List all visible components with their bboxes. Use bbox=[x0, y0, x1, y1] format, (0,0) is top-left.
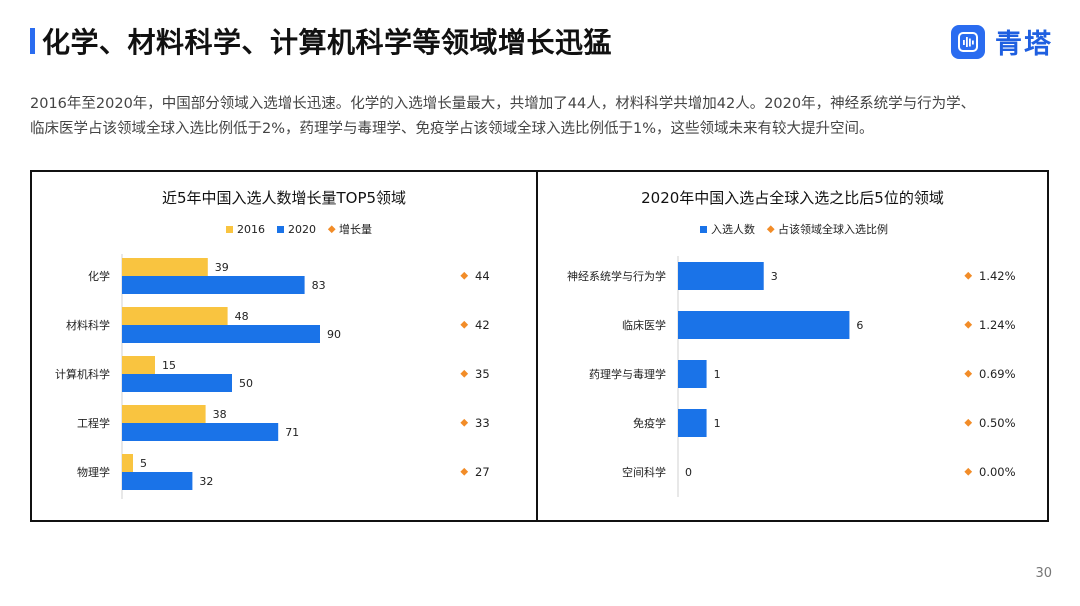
growth-marker bbox=[460, 369, 469, 378]
category-label: 物理学 bbox=[77, 465, 110, 479]
legend-count-swatch bbox=[700, 226, 707, 233]
bar-count bbox=[678, 311, 850, 339]
bar-2016 bbox=[122, 258, 208, 276]
ratio-marker bbox=[964, 418, 973, 427]
brand-name: 青塔 bbox=[995, 29, 1053, 60]
bar-value-count: 1 bbox=[714, 417, 721, 430]
legend-growth-label: 增长量 bbox=[339, 222, 372, 236]
legend-2016-label: 2016 bbox=[237, 223, 265, 236]
ratio-value: 1.42% bbox=[979, 269, 1016, 283]
bar-2016 bbox=[122, 356, 155, 374]
page-title: 化学、材料科学、计算机科学等领域增长迅猛 bbox=[42, 26, 613, 59]
ratio-value: 0.69% bbox=[979, 367, 1016, 381]
bar-value-count: 3 bbox=[771, 270, 778, 283]
growth-marker bbox=[460, 320, 469, 329]
category-label: 计算机科学 bbox=[55, 367, 110, 381]
growth-marker bbox=[460, 467, 469, 476]
bar-value-2016: 5 bbox=[140, 457, 147, 470]
chart-panel-growth-top5: 近5年中国入选人数增长量TOP5领域 2016 2020 增长量化学 39 83 44 材料科… bbox=[30, 170, 538, 522]
ratio-marker bbox=[964, 467, 973, 476]
bar-value-2020: 83 bbox=[312, 279, 326, 292]
legend-2020-swatch bbox=[277, 226, 284, 233]
bar-value-2020: 50 bbox=[239, 377, 253, 390]
legend-ratio-label: 占该领域全球入选比例 bbox=[778, 222, 888, 236]
growth-marker bbox=[460, 271, 469, 280]
page-number: 30 bbox=[1035, 566, 1052, 581]
intro-line-2: 临床医学占该领域全球入选比例低于2%，药理学与毒理学、免疫学占该领域全球入选比例… bbox=[30, 121, 874, 137]
intro-paragraph: 2016年至2020年，中国部分领域入选增长迅速。化学的入选增长量最大，共增加了… bbox=[30, 92, 1060, 142]
growth-value: 27 bbox=[475, 465, 490, 479]
category-label: 空间科学 bbox=[622, 465, 666, 479]
ratio-marker bbox=[964, 271, 973, 280]
growth-value: 42 bbox=[475, 318, 490, 332]
bar-2020 bbox=[122, 374, 232, 392]
intro-line-1: 2016年至2020年，中国部分领域入选增长迅速。化学的入选增长量最大，共增加了… bbox=[30, 96, 976, 112]
category-label: 工程学 bbox=[77, 416, 110, 430]
ratio-marker bbox=[964, 369, 973, 378]
legend-ratio-swatch bbox=[766, 225, 775, 234]
category-label: 免疫学 bbox=[633, 416, 666, 430]
growth-value: 35 bbox=[475, 367, 490, 381]
category-label: 临床医学 bbox=[622, 318, 666, 332]
legend-2020-label: 2020 bbox=[288, 223, 316, 236]
bar-count bbox=[678, 262, 764, 290]
category-label: 化学 bbox=[88, 269, 110, 283]
chart-panel-share-bottom5: 2020年中国入选占全球入选之比后5位的领域入选人数 占该领域全球入选比例神经系统… bbox=[536, 170, 1049, 522]
category-label: 药理学与毒理学 bbox=[589, 367, 666, 381]
bar-value-count: 1 bbox=[714, 368, 721, 381]
brand-logo: 青塔 bbox=[951, 22, 1053, 61]
bar-value-2016: 38 bbox=[213, 408, 227, 421]
bar-2020 bbox=[122, 423, 279, 441]
ratio-value: 0.00% bbox=[979, 465, 1016, 479]
bar-2020 bbox=[122, 276, 305, 294]
category-label: 材料科学 bbox=[66, 318, 110, 332]
bar-2016 bbox=[122, 307, 228, 325]
soundwave-icon bbox=[951, 24, 985, 59]
bar-value-2016: 48 bbox=[235, 310, 249, 323]
chart-title: 近5年中国入选人数增长量TOP5领域 bbox=[162, 189, 406, 207]
growth-value: 33 bbox=[475, 416, 490, 430]
bar-2020 bbox=[122, 472, 193, 490]
bar-count bbox=[678, 360, 707, 388]
ratio-value: 1.24% bbox=[979, 318, 1016, 332]
title-accent-bar bbox=[30, 28, 35, 54]
category-label: 神经系统学与行为学 bbox=[567, 269, 666, 283]
bar-2016 bbox=[122, 454, 133, 472]
bar-count bbox=[678, 409, 707, 437]
bar-value-count: 0 bbox=[685, 466, 692, 479]
bar-value-2020: 32 bbox=[199, 475, 213, 488]
growth-value: 44 bbox=[475, 269, 490, 283]
bar-2020 bbox=[122, 325, 320, 343]
bar-value-count: 6 bbox=[856, 319, 863, 332]
bar-value-2020: 71 bbox=[285, 426, 299, 439]
bar-value-2020: 90 bbox=[327, 328, 341, 341]
ratio-marker bbox=[964, 320, 973, 329]
bar-value-2016: 39 bbox=[215, 261, 229, 274]
growth-marker bbox=[460, 418, 469, 427]
legend-2016-swatch bbox=[226, 226, 233, 233]
legend-count-label: 入选人数 bbox=[711, 223, 755, 236]
bar-value-2016: 15 bbox=[162, 359, 176, 372]
bar-2016 bbox=[122, 405, 206, 423]
chart-title: 2020年中国入选占全球入选之比后5位的领域 bbox=[641, 189, 944, 207]
ratio-value: 0.50% bbox=[979, 416, 1016, 430]
legend-growth-swatch bbox=[327, 225, 336, 234]
